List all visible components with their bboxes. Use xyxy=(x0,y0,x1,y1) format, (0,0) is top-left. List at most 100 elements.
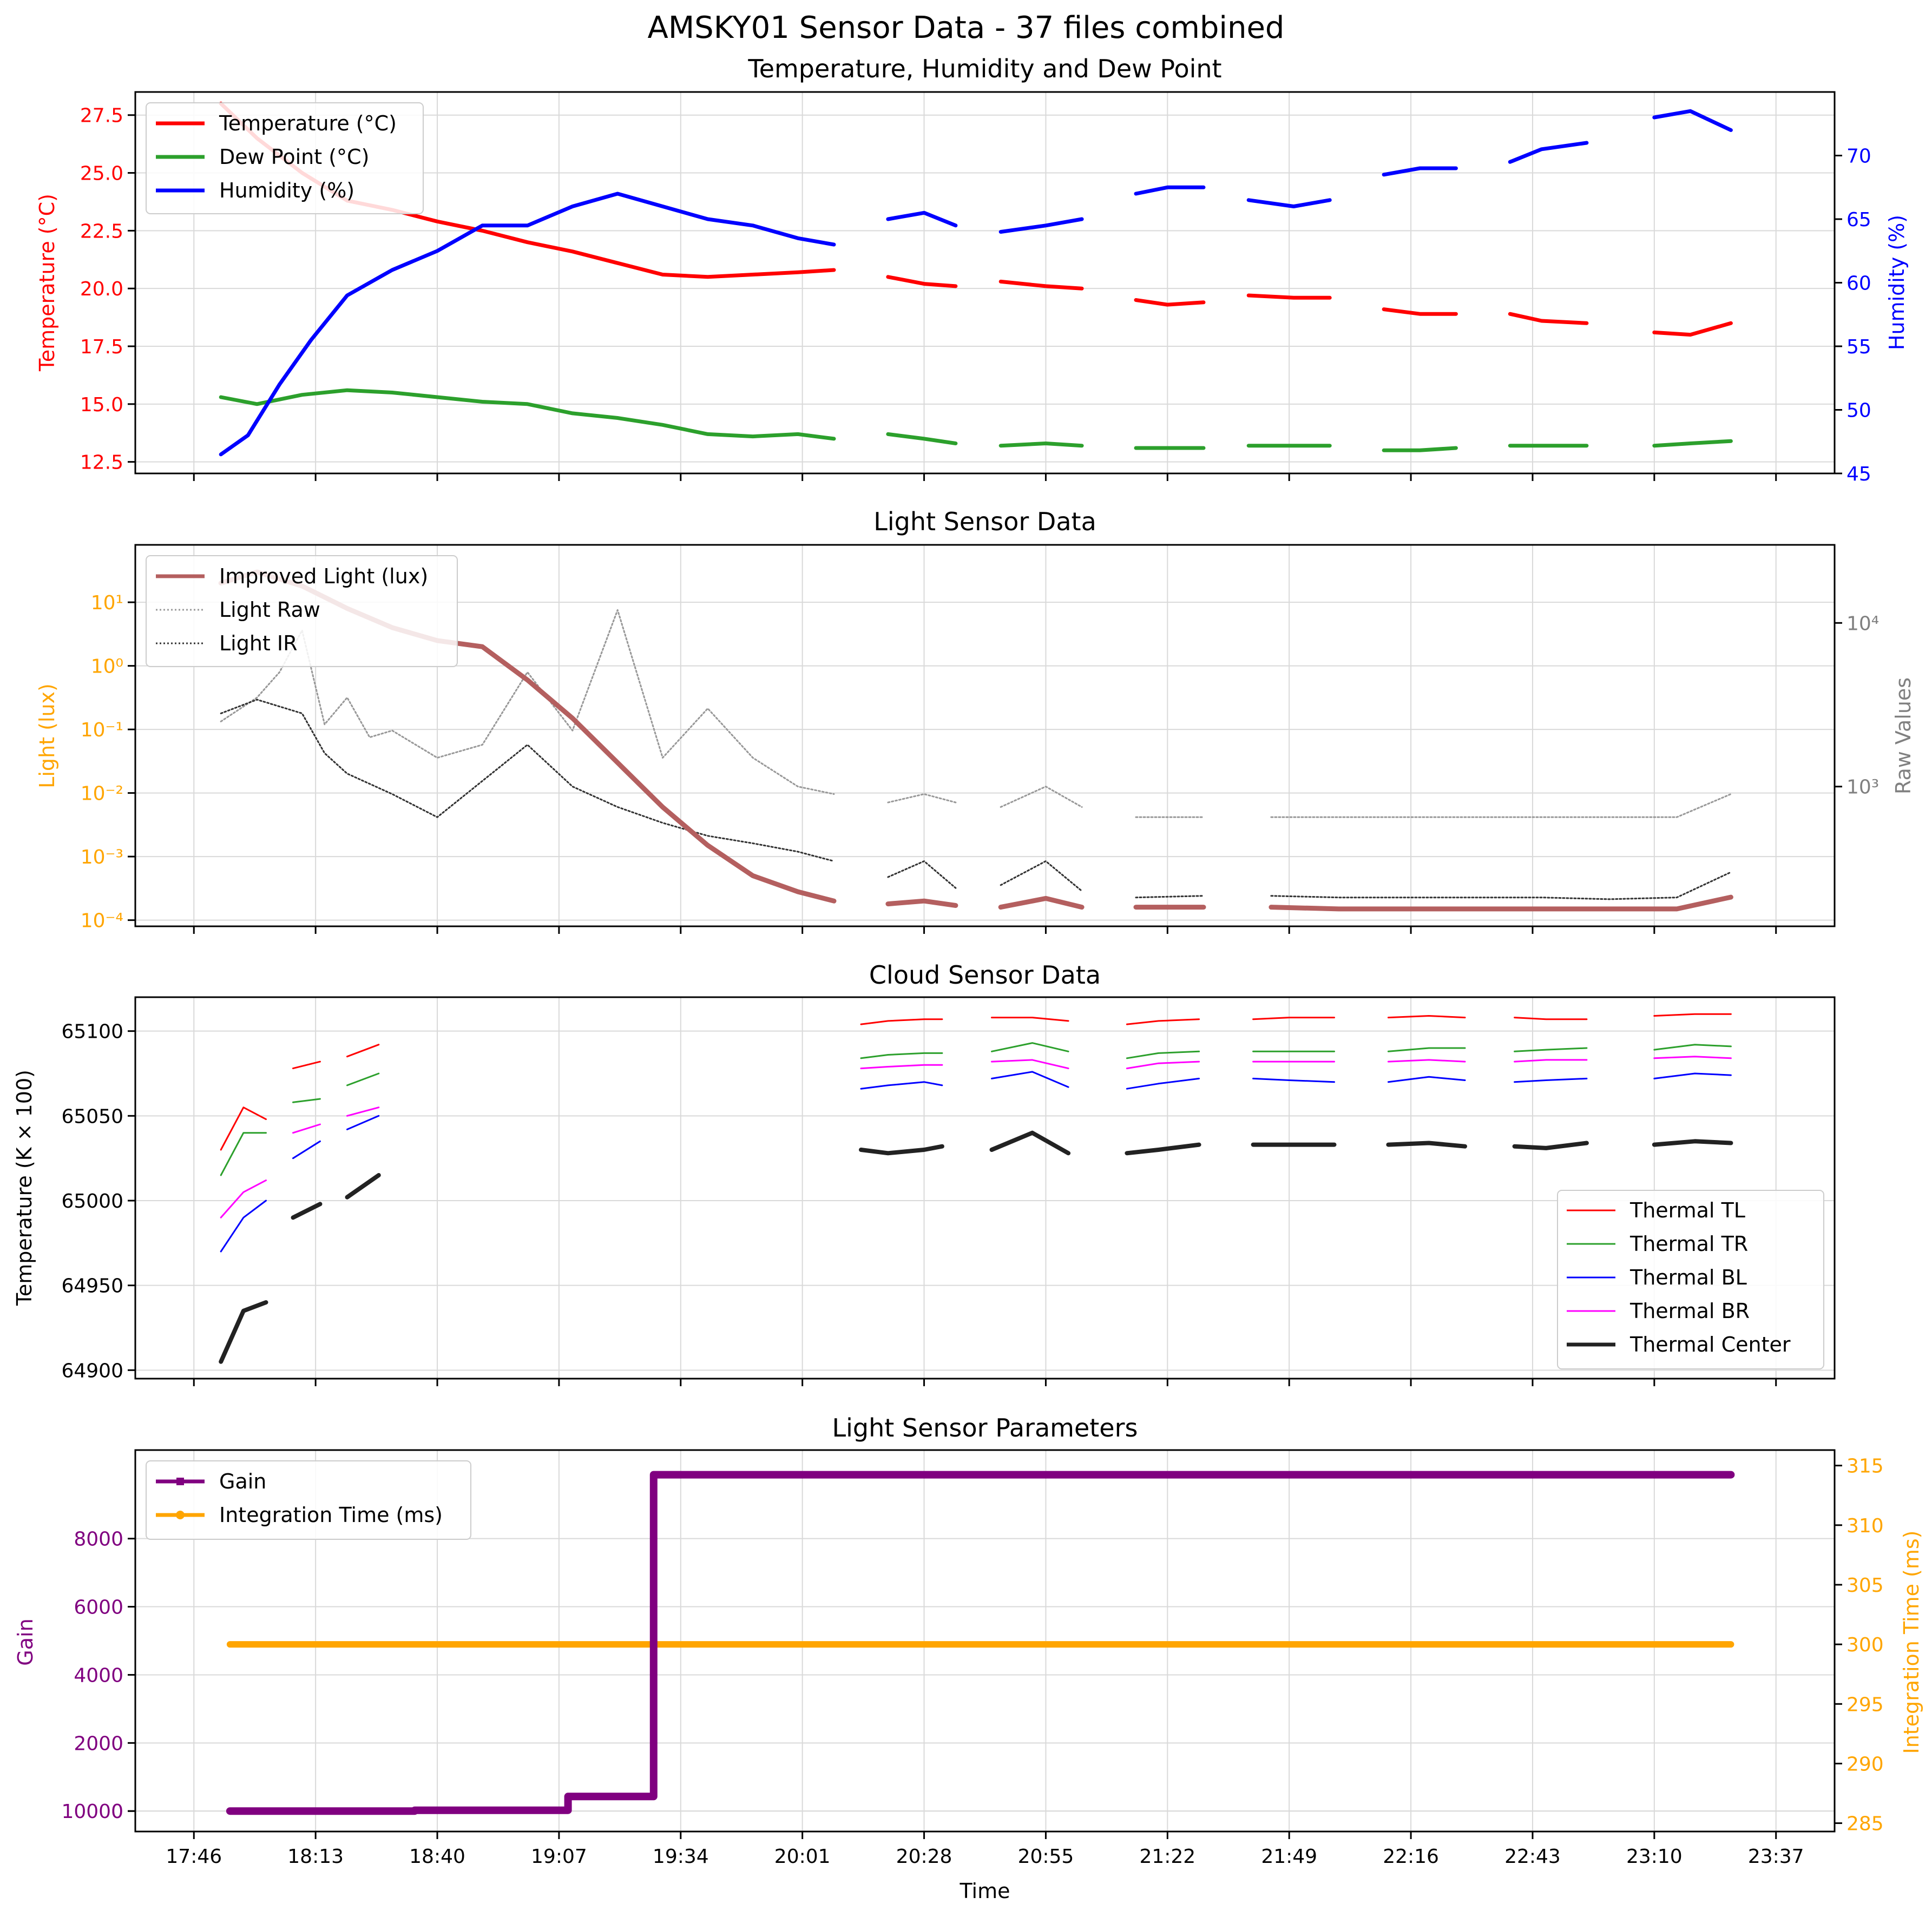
cloud-sensor-thermal-bl-line xyxy=(220,1200,267,1253)
time-tick-label: 17:46 xyxy=(166,1846,222,1868)
time-tick-label: 22:16 xyxy=(1383,1846,1439,1868)
legend-improved-light-label: Improved Light (lux) xyxy=(219,564,428,588)
cloud-sensor-thermal-center-line xyxy=(345,1173,381,1200)
legend-integration-time-marker xyxy=(176,1511,185,1519)
cloud-sensor-thermal-tr-line xyxy=(1126,1050,1200,1059)
time-tick-label: 21:49 xyxy=(1261,1846,1317,1868)
time-tick-label: 20:55 xyxy=(1018,1846,1074,1868)
cloud-temperature-tick-label: 65050 xyxy=(61,1105,123,1128)
light-sensor-light-ir-line xyxy=(1135,895,1205,899)
light-sensor-improved-light-lux-line xyxy=(885,898,958,908)
temperature-humidity-humidity-line xyxy=(1382,166,1458,177)
cloud-sensor-thermal-tr-line xyxy=(1653,1044,1732,1051)
light-sensor-light-ir-line xyxy=(220,699,835,862)
legend-thermal-bl-label: Thermal BL xyxy=(1629,1266,1747,1289)
legend-temperature-label: Temperature (°C) xyxy=(219,111,397,135)
cloud-sensor-thermal-br-line xyxy=(346,1106,380,1117)
cloud-sensor-legend: Thermal TL Thermal TR Thermal BL Thermal… xyxy=(1557,1190,1824,1369)
light-sensor-light-raw-line xyxy=(887,793,957,803)
cloud-sensor-thermal-center-line xyxy=(291,1202,323,1220)
temperature-humidity-dew-point-c-line xyxy=(998,442,1084,448)
gain-tick-label: 8000 xyxy=(74,1529,123,1551)
temperature-humidity-humidity-line xyxy=(1652,109,1733,132)
cloud-sensor-thermal-br-line xyxy=(292,1123,321,1134)
light-sensor-improved-light-lux-line xyxy=(1269,894,1733,912)
humidity-tick-label: 55 xyxy=(1846,336,1871,358)
light-sensor-light-ir-line xyxy=(887,860,957,889)
light-sensor-light-ir-line xyxy=(1000,860,1083,892)
cloud-sensor-thermal-bl-line xyxy=(991,1071,1069,1088)
light-sensor-light-raw-line xyxy=(1000,786,1083,808)
legend-dew-point-label: Dew Point (°C) xyxy=(219,145,369,169)
raw-values-tick-label: 10⁴ xyxy=(1846,612,1879,635)
cloud-sensor-thermal-bl-line xyxy=(1653,1072,1732,1079)
temperature-humidity-dew-point-c-line xyxy=(219,388,836,441)
humidity-axis-label: Humidity (%) xyxy=(1885,215,1909,350)
temperature-tick-label: 25.0 xyxy=(80,163,123,185)
cloud-sensor-thermal-tl-line xyxy=(292,1060,321,1070)
time-tick-label: 20:01 xyxy=(774,1846,831,1868)
temperature-humidity-temperature-c-line xyxy=(998,279,1084,291)
cloud-sensor-thermal-tl-line xyxy=(991,1017,1069,1022)
temperature-tick-label: 12.5 xyxy=(80,452,123,474)
cloud-sensor-thermal-tr-line xyxy=(1387,1047,1466,1052)
figure-suptitle: AMSKY01 Sensor Data - 37 files combined xyxy=(648,10,1285,45)
gain-tick-label: 2000 xyxy=(74,1732,123,1755)
light-axis-label: Light (lux) xyxy=(35,683,59,788)
humidity-tick-label: 45 xyxy=(1846,463,1871,485)
temperature-humidity-humidity-line xyxy=(998,217,1084,234)
cloud-temperature-tick-label: 65100 xyxy=(61,1021,123,1043)
legend-humidity-label: Humidity (%) xyxy=(219,179,354,202)
integration-time-tick-label: 290 xyxy=(1846,1753,1884,1775)
cloud-sensor-thermal-br-line xyxy=(991,1059,1069,1070)
gain-tick-label: 6000 xyxy=(74,1597,123,1619)
humidity-tick-label: 60 xyxy=(1846,273,1871,295)
light-sensor-light-raw-line xyxy=(1270,793,1732,818)
light-tick-label: 10⁻² xyxy=(81,783,123,805)
cloud-sensor-thermal-center-line xyxy=(1125,1142,1201,1156)
cloud-sensor-thermal-tl-line xyxy=(860,1018,943,1025)
temperature-humidity-plot-area xyxy=(219,101,1733,457)
integration-time-tick-label: 295 xyxy=(1846,1694,1884,1716)
legend-light-raw-label: Light Raw xyxy=(219,598,320,622)
cloud-sensor-thermal-bl-line xyxy=(1387,1076,1466,1083)
legend-thermal-br-label: Thermal BR xyxy=(1629,1299,1750,1323)
temperature-humidity-humidity-line xyxy=(886,210,958,228)
legend-thermal-tl-label: Thermal TL xyxy=(1629,1198,1745,1222)
temperature-humidity-humidity-line xyxy=(219,192,836,457)
cloud-sensor-thermal-tl-line xyxy=(1387,1015,1466,1019)
time-tick-label: 20:28 xyxy=(896,1846,952,1868)
cloud-sensor-frame xyxy=(134,996,1836,1380)
cloud-sensor-thermal-tr-line xyxy=(991,1042,1069,1052)
light-parameters-legend: Gain Integration Time (ms) xyxy=(146,1460,471,1540)
legend-thermal-center-label: Thermal Center xyxy=(1629,1333,1791,1356)
time-tick-label: 19:07 xyxy=(531,1846,587,1868)
light-sensor-title: Light Sensor Data xyxy=(873,507,1096,536)
light-tick-label: 10⁻³ xyxy=(81,846,123,868)
light-parameters-frame xyxy=(134,1449,1836,1833)
light-parameters-panel: 17:46 18:13 18:40 19:07 19:34 20:01 20:28 20:55… xyxy=(14,1413,1923,1903)
cloud-sensor-thermal-bl-line xyxy=(1252,1077,1335,1083)
cloud-sensor-thermal-bl-line xyxy=(1514,1077,1588,1083)
integration-time-tick-label: 285 xyxy=(1846,1813,1884,1835)
integration-time-tick-label: 315 xyxy=(1846,1455,1884,1478)
cloud-sensor-thermal-bl-line xyxy=(292,1140,321,1160)
cloud-sensor-thermal-center-line xyxy=(219,1300,268,1364)
temperature-humidity-temperature-c-line xyxy=(886,275,958,288)
cloud-sensor-panel: 64900 64950 65000 65050 65100 Cloud Sensor D… xyxy=(12,960,1836,1386)
cloud-sensor-plot-area xyxy=(219,1013,1733,1364)
light-tick-label: 10⁰ xyxy=(91,656,123,678)
light-sensor-legend: Improved Light (lux) Light Raw Light IR xyxy=(146,555,458,667)
legend-thermal-tr-label: Thermal TR xyxy=(1629,1232,1748,1256)
cloud-sensor-thermal-tr-line xyxy=(220,1132,267,1176)
temperature-humidity-dew-point-c-line xyxy=(886,432,958,445)
cloud-sensor-thermal-tl-line xyxy=(1653,1013,1732,1017)
light-parameters-title: Light Sensor Parameters xyxy=(832,1413,1138,1442)
cloud-sensor-thermal-br-line xyxy=(1126,1060,1200,1070)
integration-time-axis-label: Integration Time (ms) xyxy=(1900,1530,1923,1754)
gain-tick-label: 4000 xyxy=(74,1664,123,1687)
light-tick-label: 10⁻⁴ xyxy=(81,910,123,932)
temperature-humidity-title: Temperature, Humidity and Dew Point xyxy=(747,54,1221,83)
gain-tick-label: 10000 xyxy=(61,1801,123,1823)
light-sensor-panel: 10⁻⁴ 10⁻³ 10⁻² 10⁻¹ 10⁰ 10¹ 10³ 10⁴ Light Senso… xyxy=(35,507,1915,934)
